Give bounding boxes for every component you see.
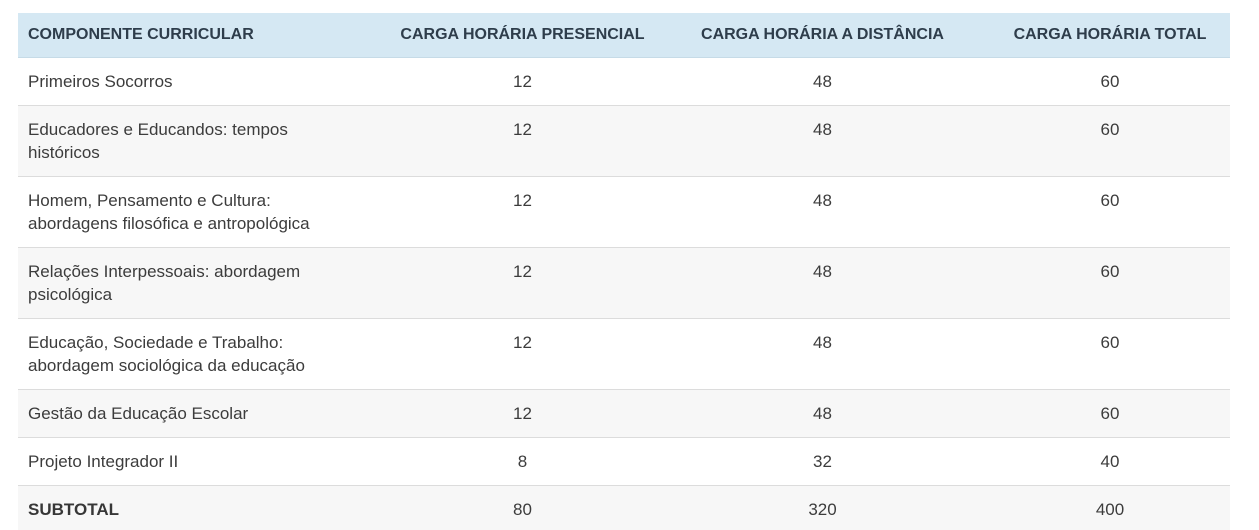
cell-component: SUBTOTAL [18, 485, 390, 530]
cell-total: 400 [990, 485, 1230, 530]
cell-total: 60 [990, 105, 1230, 177]
cell-presencial: 12 [390, 176, 655, 248]
curriculum-table: COMPONENTE CURRICULAR CARGA HORÁRIA PRES… [18, 13, 1230, 530]
cell-component: Gestão da Educação Escolar [18, 389, 390, 438]
column-header-carga-horaria-presencial: CARGA HORÁRIA PRESENCIAL [390, 13, 655, 58]
column-header-componente-curricular: COMPONENTE CURRICULAR [18, 13, 390, 58]
table-row: Educadores e Educandos: tempos histórico… [18, 105, 1230, 177]
cell-component: Educação, Sociedade e Trabalho: abordage… [18, 318, 390, 390]
cell-presencial: 12 [390, 247, 655, 319]
cell-total: 60 [990, 176, 1230, 248]
table-row: Projeto Integrador II 8 32 40 [18, 437, 1230, 486]
cell-presencial: 12 [390, 105, 655, 177]
cell-component: Relações Interpessoais: abordagem psicol… [18, 247, 390, 319]
table-row: Gestão da Educação Escolar 12 48 60 [18, 389, 1230, 438]
cell-presencial: 12 [513, 72, 532, 91]
table-row: Homem, Pensamento e Cultura: abordagens … [18, 176, 1230, 248]
table-row: Relações Interpessoais: abordagem psicol… [18, 247, 1230, 319]
header-row: COMPONENTE CURRICULAR CARGA HORÁRIA PRES… [18, 13, 1230, 58]
cell-presencial: 8 [390, 437, 655, 486]
column-header-carga-horaria-a-distancia: CARGA HORÁRIA A DISTÂNCIA [655, 13, 990, 58]
cell-distancia: 48 [655, 389, 990, 438]
cell-distancia: 48 [813, 72, 832, 91]
table-header: COMPONENTE CURRICULAR CARGA HORÁRIA PRES… [18, 13, 1230, 58]
cell-component: Projeto Integrador II [18, 437, 390, 486]
cell-total: 60 [990, 247, 1230, 319]
cell-distancia: 320 [655, 485, 990, 530]
cell-component: Homem, Pensamento e Cultura: abordagens … [18, 176, 390, 248]
cell-total: 60 [990, 318, 1230, 390]
table-body: Primeiros Socorros 12 48 60 Educadores e Edu… [18, 58, 1230, 530]
cell-distancia: 32 [655, 437, 990, 486]
cell-component: Primeiros Socorros [28, 72, 173, 91]
cell-presencial: 80 [390, 485, 655, 530]
cell-distancia: 48 [655, 105, 990, 177]
cell-component: Educadores e Educandos: tempos histórico… [18, 105, 390, 177]
subtotal-row: SUBTOTAL 80 320 400 [18, 485, 1230, 530]
cell-presencial: 12 [390, 318, 655, 390]
table-row: Primeiros Socorros 12 48 60 [18, 58, 1230, 106]
cell-distancia: 48 [655, 318, 990, 390]
table-row: Educação, Sociedade e Trabalho: abordage… [18, 318, 1230, 390]
cell-distancia: 48 [655, 176, 990, 248]
cell-total: 60 [1100, 72, 1120, 91]
cell-total: 40 [990, 437, 1230, 486]
cell-distancia: 48 [655, 247, 990, 319]
cell-total: 60 [990, 389, 1230, 438]
column-header-carga-horaria-total: CARGA HORÁRIA TOTAL [990, 13, 1230, 58]
cell-presencial: 12 [390, 389, 655, 438]
